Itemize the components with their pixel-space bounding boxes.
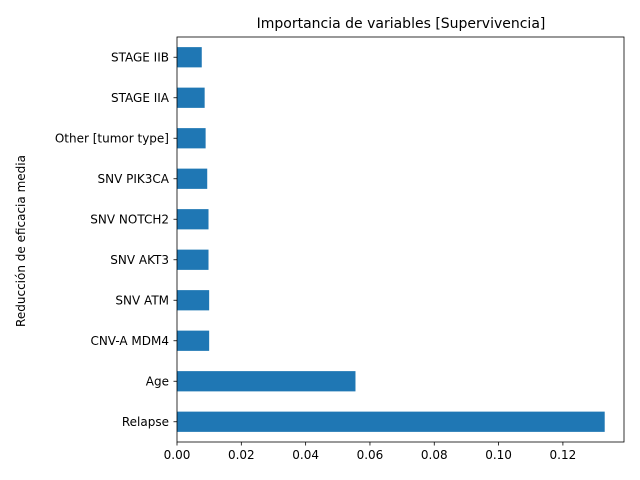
y-tick-label: STAGE IIB — [111, 50, 169, 64]
y-axis-label: Reducción de eficacia media — [14, 155, 28, 327]
x-tick-label: 0.02 — [228, 448, 255, 462]
x-tick-label: 0.08 — [421, 448, 448, 462]
x-tick-label: 0.00 — [164, 448, 191, 462]
bar-4 — [177, 290, 210, 311]
bars-group — [177, 47, 605, 432]
bar-7 — [177, 168, 208, 189]
x-tick-label: 0.12 — [550, 448, 577, 462]
x-tick-label: 0.06 — [357, 448, 384, 462]
y-tick-label: SNV NOTCH2 — [90, 212, 169, 226]
y-tick-label: STAGE IIA — [111, 91, 170, 105]
y-tick-label: Relapse — [122, 415, 169, 429]
y-tick-label: SNV ATM — [115, 293, 169, 307]
bar-10 — [177, 47, 202, 68]
y-tick-label: CNV-A MDM4 — [90, 334, 169, 348]
bar-9 — [177, 87, 205, 108]
y-tick-label: Age — [146, 374, 169, 388]
y-tick-label: SNV PIK3CA — [98, 172, 170, 186]
bar-5 — [177, 249, 209, 270]
bar-2 — [177, 371, 356, 392]
y-ticks-group: Relapse Age CNV-A MDM4 SNV ATM SNV AKT3 SNV N… — [55, 50, 177, 429]
bar-8 — [177, 128, 206, 149]
y-tick-label: SNV AKT3 — [110, 253, 169, 267]
bar-6 — [177, 209, 209, 230]
axes-frame — [176, 36, 625, 443]
y-tick-label: Other [tumor type] — [55, 131, 169, 145]
x-tick-label: 0.10 — [485, 448, 512, 462]
bar-1 — [177, 411, 605, 432]
plot-border — [176, 36, 625, 443]
x-ticks-group: 0.00 0.02 0.04 0.06 0.08 0.10 0.12 — [164, 442, 577, 462]
bar-3 — [177, 330, 210, 351]
x-tick-label: 0.04 — [292, 448, 319, 462]
chart-title: Importancia de variables [Supervivencia] — [257, 16, 546, 32]
